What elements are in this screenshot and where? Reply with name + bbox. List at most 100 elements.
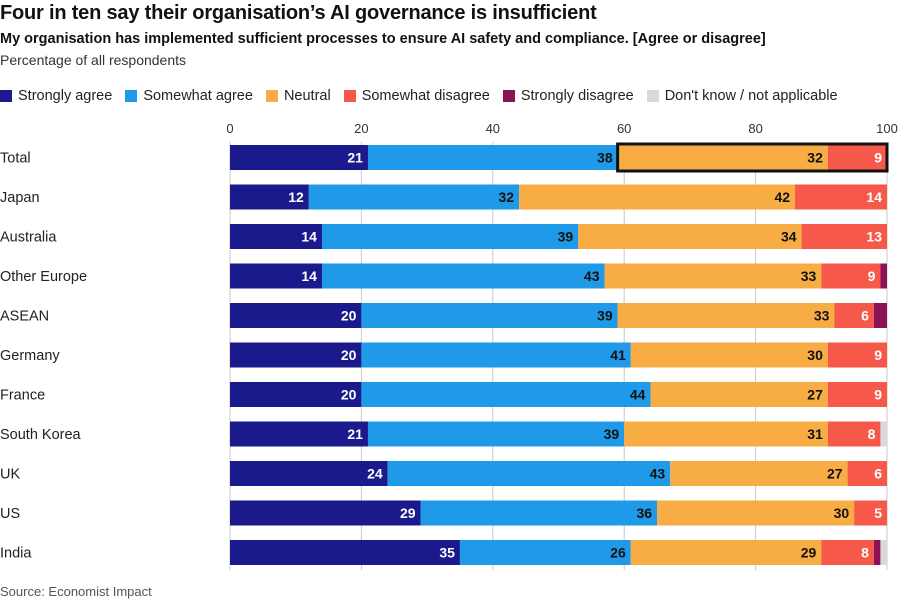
- data-label: 43: [650, 466, 666, 482]
- category-label: France: [0, 388, 45, 404]
- bar-segment: [367, 421, 625, 447]
- data-label: 9: [868, 268, 876, 284]
- bar-segment: [873, 540, 881, 565]
- bar-segment: [880, 540, 887, 565]
- x-tick-label: 0: [226, 121, 233, 136]
- category-label: UK: [0, 467, 20, 483]
- bar-segment: [834, 303, 874, 328]
- legend-label: Somewhat agree: [143, 88, 253, 104]
- category-label: South Korea: [0, 427, 82, 443]
- x-tick-label: 40: [486, 121, 500, 136]
- bar-segment: [387, 461, 671, 486]
- legend-label: Somewhat disagree: [361, 88, 490, 104]
- bar-segment: [321, 224, 579, 249]
- bar-segment: [617, 303, 835, 328]
- data-label: 39: [597, 308, 613, 324]
- legend-swatch: [343, 90, 356, 102]
- category-label: Japan: [0, 190, 40, 206]
- bar-segment: [519, 184, 796, 210]
- bar-segment: [367, 145, 618, 170]
- data-label: 44: [630, 387, 646, 403]
- data-label: 14: [301, 268, 317, 284]
- legend: Strongly agree Somewhat agree Neutral So…: [0, 88, 851, 104]
- data-label: 43: [584, 268, 600, 284]
- data-label: 35: [439, 545, 455, 561]
- x-tick-label: 20: [354, 121, 368, 136]
- bar-segment: [650, 382, 828, 407]
- bar-segment: [821, 263, 881, 289]
- bar-segment: [847, 461, 887, 486]
- bar-segment: [630, 540, 822, 565]
- data-label: 14: [301, 229, 317, 245]
- bar-segment: [657, 500, 855, 526]
- bar-segment: [873, 303, 887, 328]
- data-label: 13: [866, 229, 882, 245]
- bar-segment: [230, 500, 421, 526]
- bar-segment: [617, 145, 828, 170]
- legend-item-dont-know: Don't know / not applicable: [646, 88, 838, 104]
- legend-label: Neutral: [283, 88, 331, 104]
- x-tick-label: 100: [876, 121, 898, 136]
- bar-segment: [230, 461, 388, 486]
- data-label: 33: [801, 268, 817, 284]
- legend-item-somewhat-agree: Somewhat agree: [125, 88, 253, 104]
- bar-segment: [604, 263, 822, 289]
- data-label: 32: [499, 189, 515, 205]
- category-label: Other Europe: [0, 269, 87, 285]
- data-label: 9: [874, 347, 882, 363]
- data-label: 20: [341, 308, 357, 324]
- bar-segment: [630, 342, 828, 368]
- bar-segment: [880, 421, 887, 447]
- data-label: 20: [341, 387, 357, 403]
- data-label: 39: [558, 229, 574, 245]
- legend-label: Strongly agree: [18, 88, 113, 104]
- legend-label: Don't know / not applicable: [664, 88, 838, 104]
- bar-segment: [361, 342, 631, 368]
- bar-segment: [230, 540, 460, 565]
- data-label: 42: [774, 189, 790, 205]
- bar-segment: [827, 421, 881, 447]
- legend-item-somewhat-disagree: Somewhat disagree: [343, 88, 490, 104]
- bar-segment: [230, 224, 322, 249]
- legend-label: Strongly disagree: [520, 88, 634, 104]
- unit-label: Percentage of all respondents: [0, 52, 187, 68]
- data-label: 27: [807, 387, 823, 403]
- data-label: 21: [347, 426, 363, 442]
- data-label: 36: [636, 505, 652, 521]
- bar-segment: [821, 540, 874, 565]
- category-label: Germany: [0, 348, 60, 364]
- bar-segment: [230, 263, 322, 289]
- data-label: 29: [801, 545, 817, 561]
- data-label: 8: [868, 426, 876, 442]
- data-label: 12: [288, 189, 304, 205]
- source-note: Source: Economist Impact: [0, 584, 152, 599]
- bar-segment: [801, 224, 887, 249]
- data-label: 26: [610, 545, 626, 561]
- data-label: 14: [866, 189, 882, 205]
- legend-swatch: [0, 90, 12, 102]
- bar-segment: [827, 342, 887, 368]
- bar-segment: [880, 263, 887, 289]
- bar-segment: [578, 224, 802, 249]
- bar-segment: [361, 382, 651, 407]
- legend-swatch: [265, 90, 278, 102]
- category-label: US: [0, 506, 20, 522]
- data-label: 34: [781, 229, 797, 245]
- category-label: Total: [0, 151, 31, 167]
- data-label: 21: [347, 150, 363, 166]
- highlight-box: [616, 142, 889, 173]
- data-label: 6: [874, 466, 882, 482]
- data-label: 29: [400, 505, 416, 521]
- data-label: 9: [874, 150, 882, 166]
- bar-segment: [230, 145, 368, 170]
- bar-segment: [230, 303, 362, 328]
- data-label: 38: [597, 150, 613, 166]
- bar-segment: [230, 382, 362, 407]
- legend-swatch: [646, 90, 659, 102]
- data-label: 5: [874, 505, 882, 521]
- data-label: 31: [807, 426, 823, 442]
- bar-segment: [827, 145, 887, 170]
- data-label: 41: [610, 347, 626, 363]
- bar-segment: [670, 461, 848, 486]
